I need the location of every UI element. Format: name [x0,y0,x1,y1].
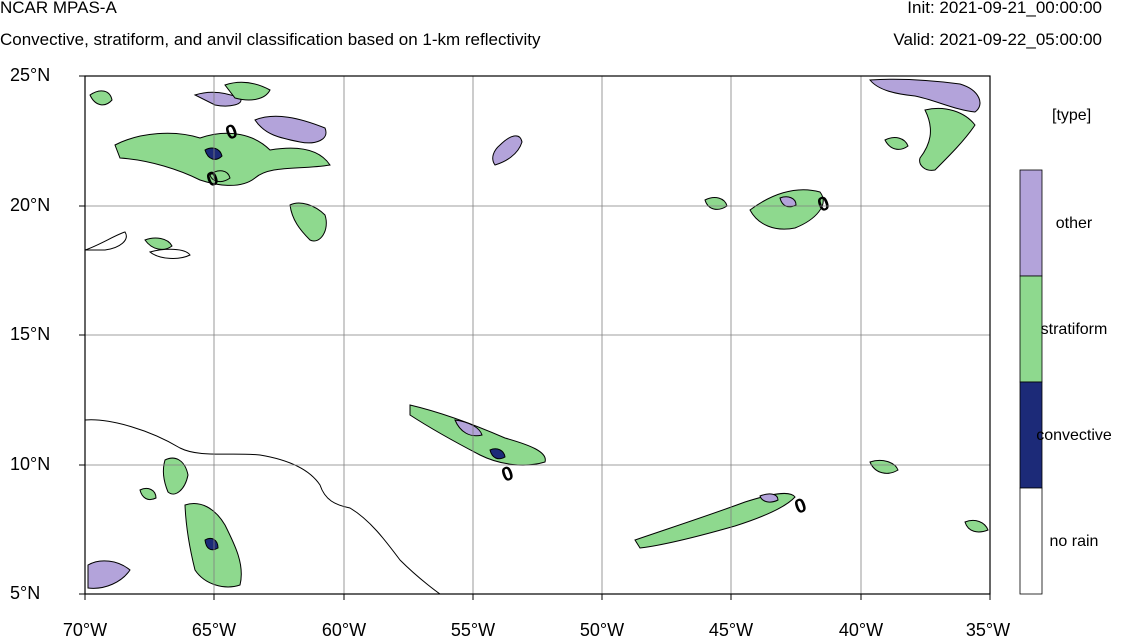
precip-cell [162,457,189,495]
figure-title: NCAR MPAS-A [0,0,117,17]
tick-marks [79,75,991,600]
lon-label: 65°W [191,620,237,640]
lat-label: 15°N [10,324,51,344]
precip-cell [254,115,327,144]
precip-cell [634,492,796,549]
precip-cell [919,107,976,171]
legend-title: [type] [1052,107,1092,124]
precip-cell [492,135,523,166]
coastline [209,170,231,183]
precip-cell [964,519,989,533]
legend-label-stratiform: stratiform [1040,321,1108,338]
coastline [84,419,441,595]
precip-cell [87,560,131,589]
precip-cell [114,132,331,186]
lat-label: 5°N [10,583,41,603]
precip-cell [144,237,173,250]
gridlines [85,76,990,594]
precip-cell [139,487,157,501]
legend-label-no-rain: no rain [1049,533,1099,550]
valid-time: Valid: 2021-09-22_05:00:00 [893,30,1102,49]
precip-cell [204,147,223,160]
figure-subtitle: Convective, stratiform, and anvil classi… [0,30,541,49]
lon-label: 45°W [708,620,754,640]
precip-cell [749,189,824,230]
precip-cell [224,81,271,101]
precip-cell [779,196,797,208]
precip-cell [89,90,113,106]
legend-colorbar [1019,169,1043,595]
lat-label: 20°N [10,195,51,215]
precip-cell [289,202,327,242]
lat-label: 25°N [10,65,51,85]
precip-cell [204,537,219,551]
lon-label: 60°W [321,620,367,640]
precip-cell [489,448,506,460]
precip-cell [759,493,779,503]
legend-swatch-no-rain [1019,487,1043,595]
init-time: Init: 2021-09-21_00:00:00 [907,0,1102,17]
coastlines [84,170,441,595]
legend-label-convective: convective [1036,427,1112,444]
legend-label-other: other [1055,215,1093,232]
precip-cell [869,78,981,113]
map-border [84,75,991,595]
coastline [148,248,191,259]
precip-features [87,78,989,589]
lon-label: 70°W [62,620,108,640]
lon-label: 50°W [579,620,625,640]
precip-cell [884,137,909,150]
precip-cell [869,459,899,474]
lon-label: 55°W [450,620,496,640]
lon-label: 40°W [838,620,884,640]
lat-label: 10°N [10,454,51,474]
lon-label: 35°W [965,620,1011,640]
coastline [84,231,127,251]
precip-cell [454,419,483,437]
